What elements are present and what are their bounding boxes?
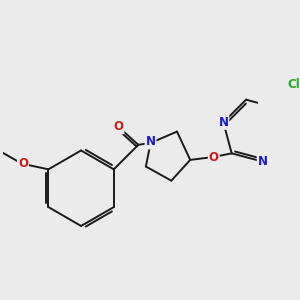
Text: O: O — [209, 151, 219, 164]
Text: O: O — [113, 120, 124, 134]
Text: N: N — [146, 136, 156, 148]
Text: N: N — [218, 116, 228, 129]
Text: Cl: Cl — [288, 78, 300, 91]
Text: O: O — [18, 157, 28, 170]
Text: N: N — [258, 155, 268, 168]
